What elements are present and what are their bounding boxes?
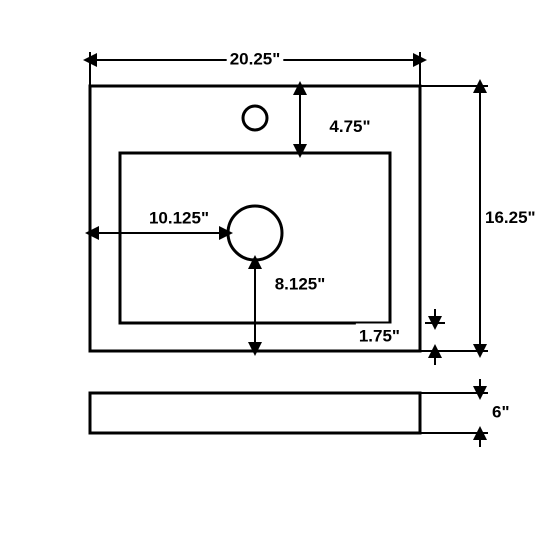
dim-faucet-top: 4.75" xyxy=(329,117,370,136)
dim-bottom-margin: 1.75" xyxy=(359,326,400,345)
dim-side-height: 6" xyxy=(492,402,510,421)
dim-overall-width: 20.25" xyxy=(230,49,281,68)
dim-drain-bottom: 8.125" xyxy=(275,274,326,293)
dim-overall-height: 16.25" xyxy=(485,208,536,227)
dim-drain-left: 10.125" xyxy=(149,208,209,227)
